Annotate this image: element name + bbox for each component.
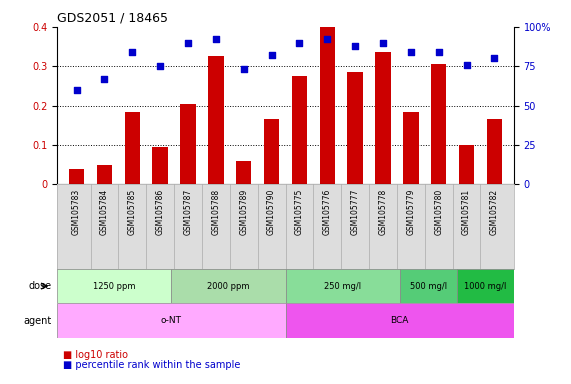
Bar	[208, 56, 223, 184]
Point	[100, 76, 109, 82]
Bar	[431, 64, 447, 184]
Bar	[348, 72, 363, 184]
Point	[183, 40, 192, 46]
Text: 1000 mg/l: 1000 mg/l	[464, 281, 506, 291]
Point	[72, 87, 81, 93]
Bar	[457, 269, 514, 303]
Text: GSM105783: GSM105783	[72, 189, 81, 235]
Bar	[69, 169, 85, 184]
Text: o-NT: o-NT	[161, 316, 182, 325]
Text: GSM105777: GSM105777	[351, 189, 360, 235]
Text: ■ log10 ratio: ■ log10 ratio	[63, 350, 128, 360]
Bar	[57, 269, 171, 303]
Point	[211, 36, 220, 43]
Bar	[124, 111, 140, 184]
Point	[267, 52, 276, 58]
Bar	[459, 145, 474, 184]
Point	[379, 40, 388, 46]
Point	[462, 61, 471, 68]
Text: GSM105786: GSM105786	[156, 189, 164, 235]
Text: GSM105785: GSM105785	[128, 189, 137, 235]
Bar	[403, 111, 419, 184]
Text: GSM105776: GSM105776	[323, 189, 332, 235]
Text: 1250 ppm: 1250 ppm	[93, 281, 135, 291]
Bar	[320, 27, 335, 184]
Bar	[180, 104, 196, 184]
Bar	[286, 269, 400, 303]
Text: agent: agent	[23, 316, 51, 326]
Point	[155, 63, 164, 70]
Text: GSM105782: GSM105782	[490, 189, 499, 235]
Text: GSM105779: GSM105779	[407, 189, 415, 235]
Bar	[486, 119, 502, 184]
Bar	[375, 53, 391, 184]
Text: GSM105788: GSM105788	[211, 189, 220, 235]
Bar	[286, 303, 514, 338]
Point	[239, 66, 248, 73]
Bar	[236, 161, 251, 184]
Point	[434, 49, 443, 55]
Text: BCA: BCA	[391, 316, 409, 325]
Text: GDS2051 / 18465: GDS2051 / 18465	[57, 11, 168, 24]
Point	[323, 36, 332, 43]
Text: GSM105790: GSM105790	[267, 189, 276, 235]
Bar	[152, 147, 168, 184]
Text: GSM105784: GSM105784	[100, 189, 109, 235]
Bar	[57, 303, 286, 338]
Text: GSM105781: GSM105781	[462, 189, 471, 235]
Text: GSM105775: GSM105775	[295, 189, 304, 235]
Point	[490, 55, 499, 61]
Text: GSM105780: GSM105780	[434, 189, 443, 235]
Text: GSM105789: GSM105789	[239, 189, 248, 235]
Bar	[264, 119, 279, 184]
Text: dose: dose	[29, 281, 51, 291]
Text: GSM105787: GSM105787	[183, 189, 192, 235]
Text: ■ percentile rank within the sample: ■ percentile rank within the sample	[63, 360, 240, 370]
Text: 2000 ppm: 2000 ppm	[207, 281, 250, 291]
Point	[128, 49, 137, 55]
Bar	[171, 269, 286, 303]
Point	[351, 43, 360, 49]
Bar	[400, 269, 457, 303]
Point	[295, 40, 304, 46]
Text: 500 mg/l: 500 mg/l	[409, 281, 447, 291]
Bar	[97, 165, 112, 184]
Text: 250 mg/l: 250 mg/l	[324, 281, 361, 291]
Bar	[292, 76, 307, 184]
Point	[407, 49, 416, 55]
Text: GSM105778: GSM105778	[379, 189, 388, 235]
